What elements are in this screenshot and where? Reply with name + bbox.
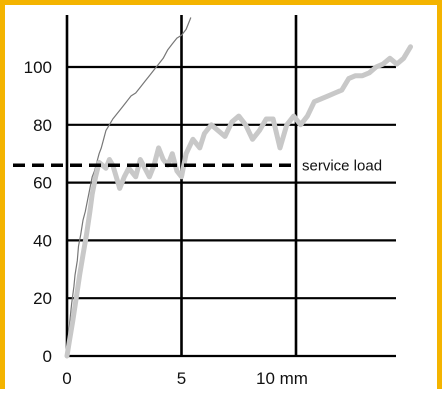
x-tick-label-0: 0 (62, 369, 71, 388)
y-tick-label-0: 0 (43, 347, 52, 366)
y-tick-label-80: 80 (33, 116, 52, 135)
x-tick-label-10: 10 mm (256, 369, 308, 388)
y-tick-label-100: 100 (24, 58, 52, 77)
tick-labels: 0 20 40 60 80 100 0 5 10 mm (24, 58, 308, 388)
y-tick-label-60: 60 (33, 174, 52, 193)
series-layer (64, 17, 413, 359)
load-displacement-chart: service load 0 20 40 60 80 100 0 5 10 mm (13, 15, 413, 388)
series-line-1 (66, 17, 192, 357)
y-tick-label-40: 40 (33, 231, 52, 250)
service-load-group: service load (13, 157, 382, 174)
service-load-label: service load (302, 157, 382, 174)
y-tick-label-20: 20 (33, 289, 52, 308)
series-line-2 (64, 44, 413, 359)
x-tick-label-5: 5 (177, 369, 186, 388)
